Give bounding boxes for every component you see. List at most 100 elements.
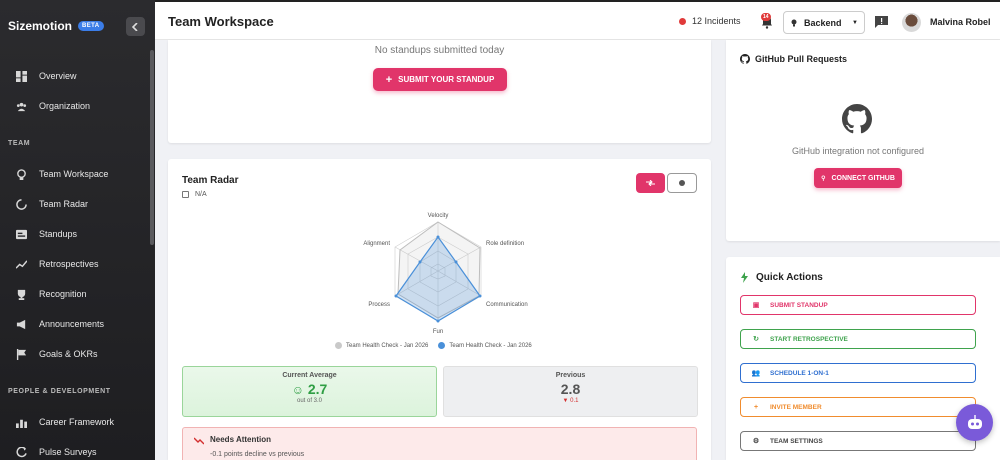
brand[interactable]: Sizemotion BETA	[8, 19, 104, 33]
radar-axis-role-definition: Role definition	[486, 241, 524, 247]
project-select[interactable]: Backend ▼	[783, 11, 865, 34]
sidebar-item-label: Pulse Surveys	[39, 447, 97, 457]
lightning-icon	[741, 272, 748, 283]
radar-title: Team Radar	[182, 175, 239, 186]
schedule-one-on-one-button[interactable]: 👥 SCHEDULE 1-ON-1	[740, 363, 976, 383]
sidebar-item-organization[interactable]: Organization	[16, 99, 90, 113]
quick-actions-header: Quick Actions	[741, 272, 823, 283]
sidebar-item-goals-okrs[interactable]: Goals & OKRs	[16, 347, 98, 361]
sidebar-item-label: Organization	[39, 101, 91, 111]
people-icon	[16, 101, 27, 112]
submit-standup-quick-button[interactable]: ▣ SUBMIT STANDUP	[740, 295, 976, 315]
previous-change: ▼ 0.1	[562, 398, 579, 404]
section-title-team: TEAM	[8, 140, 31, 147]
topbar: Team Workspace 12 Incidents 14 Backend ▼…	[155, 0, 1000, 40]
current-average-sub: out of 3.0	[296, 398, 323, 404]
team-settings-button[interactable]: ⚙ TEAM SETTINGS	[740, 431, 976, 451]
connect-github-label: CONNECT GITHUB	[831, 174, 895, 182]
page-title: Team Workspace	[168, 14, 274, 29]
section-title-people: PEOPLE & DEVELOPMENT	[8, 388, 111, 395]
sidebar-item-label: Recognition	[39, 289, 87, 299]
submit-standup-label: SUBMIT YOUR STANDUP	[398, 75, 495, 84]
incidents-label: 12 Incidents	[692, 16, 741, 26]
sidebar-item-career-framework[interactable]: Career Framework	[16, 415, 114, 429]
sidebar-scrollbar[interactable]	[150, 50, 154, 245]
sidebar: Sizemotion BETA Overview Organization TE…	[0, 0, 155, 460]
sidebar-item-label: Retrospectives	[39, 259, 99, 269]
refresh-icon: ↻	[753, 336, 759, 343]
previous-average-value: 2.8	[560, 381, 581, 397]
radar-chart: Velocity Role definition Communication F…	[363, 213, 528, 335]
radar-date: N/A	[182, 191, 207, 198]
legend-swatch	[335, 342, 342, 349]
radar-axis-process: Process	[368, 302, 390, 308]
sidebar-item-team-workspace[interactable]: Team Workspace	[16, 167, 108, 181]
radar-axis-velocity: Velocity	[428, 213, 449, 219]
connect-github-button[interactable]: ⚲ CONNECT GITHUB	[814, 168, 902, 188]
robot-icon	[967, 414, 982, 429]
username[interactable]: Malvina Robel	[930, 17, 991, 27]
sidebar-item-standups[interactable]: Standups	[16, 227, 77, 241]
needs-attention-text: -0.1 points decline vs previous	[210, 451, 305, 458]
sidebar-item-label: Standups	[39, 229, 78, 239]
collapse-sidebar-button[interactable]	[126, 17, 145, 36]
github-card-title: GitHub Pull Requests	[755, 54, 848, 64]
github-pr-card: GitHub Pull Requests GitHub integration …	[726, 40, 1000, 241]
project-select-value: Backend	[804, 17, 842, 28]
current-average-box: Current Average ☺ 2.7 out of 3.0	[182, 366, 437, 417]
needs-attention-title: Needs Attention	[210, 435, 272, 444]
radar-axis-communication: Communication	[486, 302, 528, 308]
insights-button[interactable]	[667, 173, 697, 193]
quick-action-label: TEAM SETTINGS	[770, 437, 823, 445]
previous-average-label: Previous	[555, 372, 586, 379]
sidebar-item-overview[interactable]: Overview	[16, 69, 77, 83]
radar-axis-alignment: Alignment	[363, 241, 390, 247]
feedback-icon[interactable]	[875, 16, 888, 28]
gear-icon: ⚙	[752, 438, 760, 445]
compare-button[interactable]	[636, 173, 665, 193]
github-icon	[842, 104, 872, 134]
quick-action-label: SUBMIT STANDUP	[770, 301, 828, 309]
legend-item-previous[interactable]: Team Health Check - Jan 2026	[335, 342, 428, 349]
bar-chart-icon	[16, 417, 27, 428]
sidebar-item-label: Career Framework	[39, 417, 115, 427]
standup-icon	[16, 229, 27, 240]
brand-name: Sizemotion	[8, 19, 73, 33]
plus-icon: +	[385, 73, 393, 86]
github-icon	[740, 54, 750, 64]
chevron-down-icon: ▼	[852, 19, 858, 26]
sidebar-item-label: Team Workspace	[39, 169, 109, 179]
sidebar-item-label: Announcements	[39, 319, 105, 329]
sidebar-item-pulse-surveys[interactable]: Pulse Surveys	[16, 445, 97, 459]
trophy-icon	[16, 289, 27, 300]
pulse-icon	[16, 446, 27, 458]
beta-badge: BETA	[78, 21, 104, 31]
sidebar-item-announcements[interactable]: Announcements	[16, 317, 104, 331]
standup-icon: ▣	[752, 302, 760, 309]
plug-icon: ⚲	[821, 175, 826, 182]
empty-standups-text: No standups submitted today	[374, 45, 505, 56]
sidebar-item-recognition[interactable]: Recognition	[16, 287, 87, 301]
quick-actions-title: Quick Actions	[756, 272, 823, 283]
incidents-indicator[interactable]: 12 Incidents	[679, 16, 741, 26]
invite-member-button[interactable]: + INVITE MEMBER	[740, 397, 976, 417]
radar-axis-fun: Fun	[433, 329, 443, 335]
sidebar-item-retrospectives[interactable]: Retrospectives	[16, 257, 99, 271]
flag-icon	[16, 348, 27, 360]
legend-item-current[interactable]: Team Health Check - Jan 2026	[438, 342, 532, 349]
sidebar-item-label: Goals & OKRs	[39, 349, 98, 359]
legend-label: Team Health Check - Jan 2026	[449, 342, 532, 349]
submit-standup-button[interactable]: + SUBMIT YOUR STANDUP	[373, 68, 507, 91]
quick-action-label: SCHEDULE 1-ON-1	[770, 369, 829, 377]
quick-actions-card: Quick Actions ▣ SUBMIT STANDUP ↻ START R…	[726, 257, 1000, 460]
add-person-icon: +	[753, 403, 759, 411]
legend-label: Team Health Check - Jan 2026	[346, 342, 429, 349]
avatar[interactable]	[902, 13, 921, 32]
sidebar-item-team-radar[interactable]: Team Radar	[16, 197, 88, 211]
assistant-fab-button[interactable]	[956, 404, 993, 441]
notification-count-badge: 14	[761, 13, 771, 21]
workspace-icon	[16, 168, 27, 180]
start-retrospective-button[interactable]: ↻ START RETROSPECTIVE	[740, 329, 976, 349]
current-average-value: ☺ 2.7	[183, 381, 436, 397]
incident-status-dot	[679, 17, 686, 25]
